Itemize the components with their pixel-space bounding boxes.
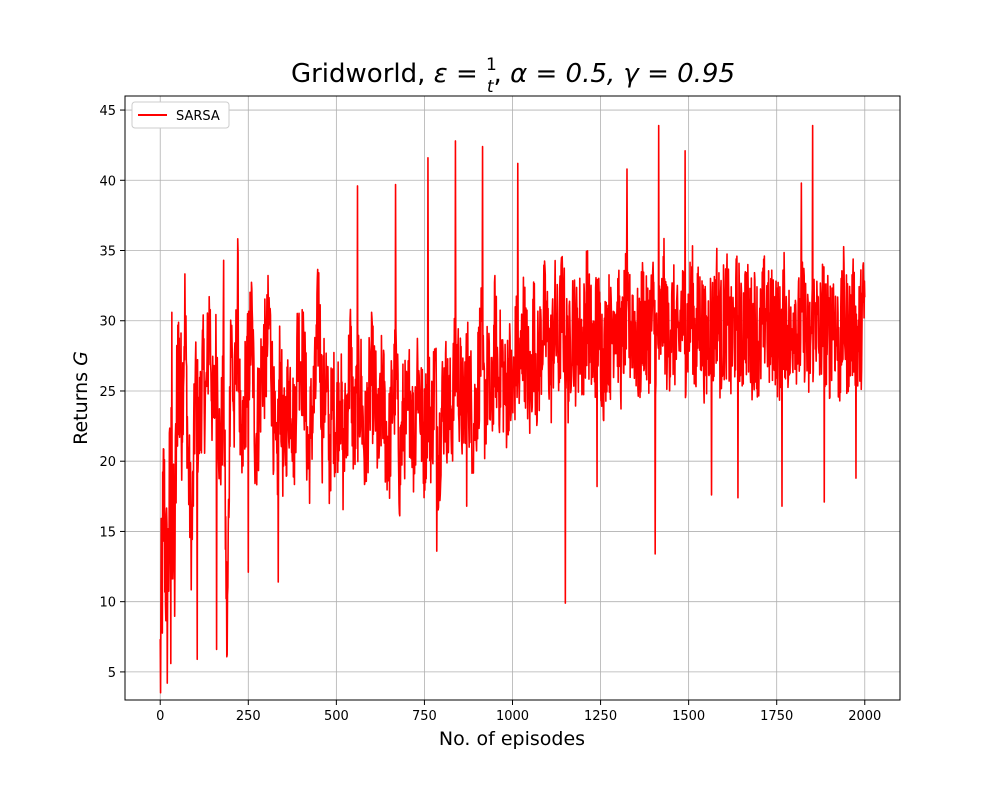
y-tick-label: 25 xyxy=(99,385,116,400)
title-alpha: α = 0.5, xyxy=(510,59,623,89)
x-tick-label: 1250 xyxy=(584,709,617,724)
legend-label: SARSA xyxy=(176,109,220,124)
x-tick-label: 1000 xyxy=(496,709,529,724)
x-tick-label: 1750 xyxy=(760,709,793,724)
legend-box xyxy=(131,101,230,129)
y-axis-label: Returns G xyxy=(70,351,92,445)
x-tick-label: 250 xyxy=(236,709,261,724)
x-tick-label: 0 xyxy=(156,709,164,724)
y-tick-label: 15 xyxy=(99,525,116,540)
x-tick-label: 2000 xyxy=(848,709,881,724)
y-tick-label: 30 xyxy=(99,315,116,330)
x-tick-label: 500 xyxy=(324,709,349,724)
y-axis: 5 10 15 20 25 30 35 40 45 xyxy=(99,104,125,681)
plot-area xyxy=(159,124,866,694)
x-tick-label: 1500 xyxy=(672,709,705,724)
title-epsilon-denominator: t xyxy=(487,77,495,97)
x-axis-label: No. of episodes xyxy=(439,728,585,750)
y-tick-label: 45 xyxy=(99,104,116,119)
y-tick-label: 40 xyxy=(99,174,116,189)
title-epsilon-numerator: 1 xyxy=(486,55,497,75)
y-tick-label: 35 xyxy=(99,245,116,260)
y-tick-label: 20 xyxy=(99,455,116,470)
legend: SARSA xyxy=(131,101,230,129)
svg-text:Gridworld, ε = 1t, α = 0.5, γ: Gridworld, ε = 1 t, α = 0.5, γ = 0.95 xyxy=(291,55,735,97)
chart-title: Gridworld, ε = 1 t, α = 0.5, γ = 0.95 xyxy=(291,55,735,97)
title-prefix: Gridworld, xyxy=(291,59,434,89)
x-tick-label: 750 xyxy=(412,709,437,724)
series-line-sarsa xyxy=(159,124,866,694)
y-tick-label: 5 xyxy=(108,666,116,681)
x-axis: 0 250 500 750 1000 1250 1500 1750 2000 xyxy=(156,700,881,724)
title-epsilon: ε xyxy=(434,59,448,89)
y-tick-label: 10 xyxy=(99,596,116,611)
title-gamma: γ = 0.95 xyxy=(623,59,735,89)
y-axis-label-symbol: G xyxy=(70,351,92,366)
y-axis-label-text: Returns xyxy=(70,366,92,445)
